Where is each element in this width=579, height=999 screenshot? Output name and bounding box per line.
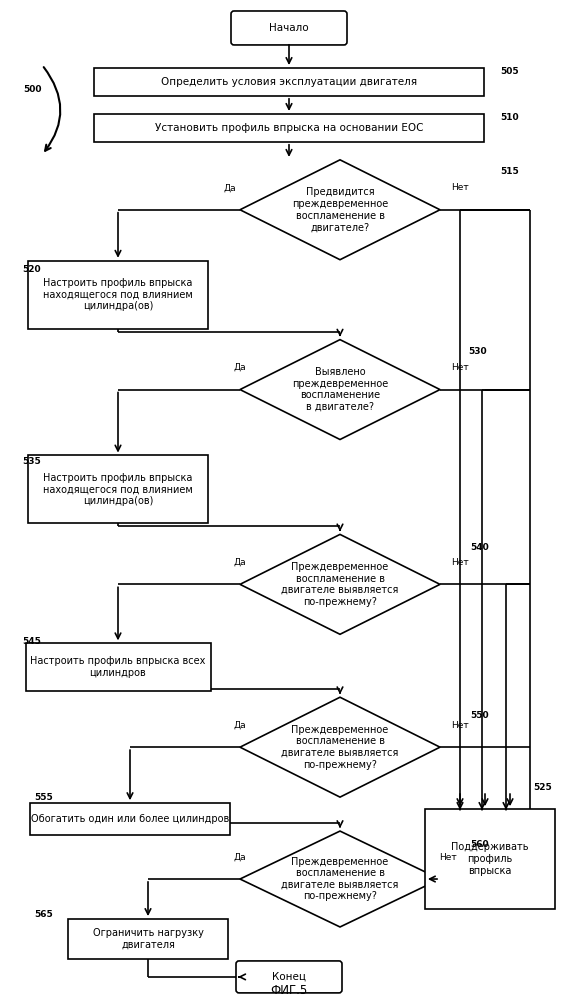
Text: 560: 560 — [471, 839, 489, 848]
Text: 545: 545 — [23, 636, 42, 645]
FancyBboxPatch shape — [231, 11, 347, 45]
Bar — [94, 68, 484, 96]
Text: ФИГ.5: ФИГ.5 — [270, 984, 307, 997]
Bar — [28, 261, 208, 329]
Text: 500: 500 — [23, 85, 41, 94]
Text: 525: 525 — [534, 782, 552, 791]
Text: 515: 515 — [501, 167, 519, 176]
Polygon shape — [240, 697, 440, 797]
Text: 550: 550 — [471, 710, 489, 719]
Text: 535: 535 — [23, 457, 41, 466]
Text: Поддерживать
профиль
впрыска: Поддерживать профиль впрыска — [451, 842, 529, 876]
Text: Установить профиль впрыска на основании ЕОС: Установить профиль впрыска на основании … — [155, 123, 423, 133]
Text: Нет: Нет — [451, 363, 469, 372]
Bar — [425, 809, 555, 909]
Text: Предвидится
преждевременное
воспламенение в
двигателе?: Предвидится преждевременное воспламенени… — [292, 188, 388, 232]
Text: Да: Да — [234, 557, 246, 566]
Text: Начало: Начало — [269, 23, 309, 33]
Text: Настроить профиль впрыска
находящегося под влиянием
цилиндра(ов): Настроить профиль впрыска находящегося п… — [43, 278, 193, 312]
Text: 540: 540 — [471, 542, 489, 551]
Text: Конец: Конец — [272, 972, 306, 982]
Text: Обогатить один или более цилиндров: Обогатить один или более цилиндров — [31, 814, 229, 824]
Text: Да: Да — [234, 363, 246, 372]
Text: Да: Да — [234, 852, 246, 861]
Text: 510: 510 — [501, 113, 519, 122]
Text: Преждевременное
воспламенение в
двигателе выявляется
по-прежнему?: Преждевременное воспламенение в двигател… — [281, 856, 399, 901]
Polygon shape — [240, 340, 440, 440]
Text: Да: Да — [223, 183, 236, 192]
Text: Преждевременное
воспламенение в
двигателе выявляется
по-прежнему?: Преждевременное воспламенение в двигател… — [281, 562, 399, 606]
Text: Нет: Нет — [451, 183, 469, 192]
Text: 530: 530 — [468, 347, 488, 356]
Text: Выявлено
преждевременное
воспламенение
в двигателе?: Выявлено преждевременное воспламенение в… — [292, 368, 388, 412]
Text: 555: 555 — [35, 792, 53, 801]
Bar — [68, 919, 228, 959]
Bar — [30, 803, 230, 835]
Text: Ограничить нагрузку
двигателя: Ограничить нагрузку двигателя — [93, 928, 203, 950]
Text: 505: 505 — [501, 67, 519, 76]
Text: 520: 520 — [23, 265, 41, 274]
Polygon shape — [240, 160, 440, 260]
Bar — [25, 643, 211, 691]
Bar — [94, 114, 484, 142]
Text: Нет: Нет — [451, 557, 469, 566]
Text: Определить условия эксплуатации двигателя: Определить условия эксплуатации двигател… — [161, 77, 417, 87]
Text: Преждевременное
воспламенение в
двигателе выявляется
по-прежнему?: Преждевременное воспламенение в двигател… — [281, 724, 399, 769]
Text: Да: Да — [234, 720, 246, 729]
Text: Нет: Нет — [451, 720, 469, 729]
FancyBboxPatch shape — [236, 961, 342, 993]
Text: Нет: Нет — [439, 852, 457, 861]
Polygon shape — [240, 534, 440, 634]
Bar — [28, 456, 208, 523]
Polygon shape — [240, 831, 440, 927]
Text: Настроить профиль впрыска всех
цилиндров: Настроить профиль впрыска всех цилиндров — [30, 656, 206, 678]
Text: Настроить профиль впрыска
находящегося под влиянием
цилиндра(ов): Настроить профиль впрыска находящегося п… — [43, 473, 193, 506]
Text: 565: 565 — [35, 910, 53, 919]
